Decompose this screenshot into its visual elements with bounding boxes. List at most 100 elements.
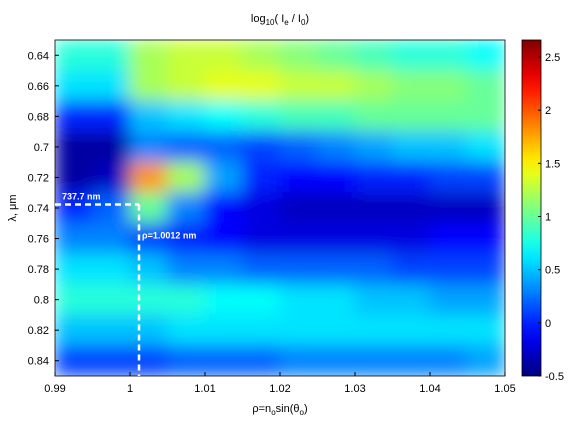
colorbar-tick-label: 0: [545, 318, 551, 330]
heat-cell: [317, 100, 356, 133]
colorbar-tick-label: 2: [545, 105, 551, 117]
heat-cell: [317, 222, 356, 255]
heat-cell: [279, 314, 318, 346]
heat-cell: [279, 344, 318, 376]
heat-cell: [129, 222, 168, 255]
heat-cell: [92, 192, 131, 224]
colorbar-tick-label: 1.5: [545, 158, 560, 170]
heat-cell: [92, 283, 131, 316]
heat-cell: [55, 283, 93, 316]
heat-cell: [204, 70, 243, 102]
chart-title-part: e: [284, 18, 289, 27]
colorbar-tick-label: 1: [545, 212, 551, 224]
heat-cell: [467, 253, 505, 285]
heat-cell: [317, 253, 356, 285]
y-tick-label: 0.72: [28, 172, 49, 184]
heat-cell: [167, 131, 206, 163]
heat-cell: [429, 70, 468, 102]
heat-cell: [129, 40, 168, 72]
heat-cell: [129, 283, 168, 316]
heat-cell: [279, 222, 318, 255]
heat-cell: [354, 253, 393, 285]
heatmap: [55, 40, 505, 376]
heat-cell: [429, 344, 468, 376]
heat-cell: [467, 192, 505, 224]
heat-cell: [354, 192, 393, 224]
heat-cell: [204, 253, 243, 285]
heat-cell: [204, 131, 243, 163]
axes: 0.99 1 1.01 1.02 1.03 1.04 1.05 0.64 0.66 0.68 0.7…: [7, 13, 564, 417]
heat-cell: [55, 40, 93, 72]
heat-cell: [354, 222, 393, 255]
heat-cell: [55, 344, 93, 376]
heat-cell: [279, 192, 318, 224]
heat-cell: [129, 253, 168, 285]
chart-title-part: 0: [301, 18, 306, 27]
heat-cell: [429, 253, 468, 285]
heat-cell: [429, 222, 468, 255]
x-tick-label: 1.02: [269, 383, 290, 395]
heat-cell: [467, 344, 505, 376]
heat-cell: [92, 131, 131, 163]
heat-cell: [167, 253, 206, 285]
heat-cell: [92, 161, 131, 194]
heat-cell: [92, 253, 131, 285]
heat-cell: [167, 344, 206, 376]
heat-cell: [167, 70, 206, 102]
y-tick-label: 0.74: [28, 203, 49, 215]
y-tick-label: 0.84: [28, 356, 49, 368]
heat-cell: [354, 314, 393, 346]
heat-cell: [317, 131, 356, 163]
heat-cell: [92, 100, 131, 133]
heat-cell: [317, 314, 356, 346]
heat-cell: [242, 100, 281, 133]
heat-cell: [354, 344, 393, 376]
heat-cell: [92, 344, 131, 376]
chart-title: log10( Ie / I0): [251, 13, 309, 27]
heat-cell: [167, 314, 206, 346]
heat-cell: [279, 253, 318, 285]
heat-cell: [129, 161, 168, 194]
chart-title-part: log: [251, 13, 266, 25]
heatmap-cells: [55, 40, 505, 376]
heat-cell: [354, 40, 393, 72]
x-tick-label: 1.01: [194, 383, 215, 395]
heat-cell: [392, 283, 431, 316]
heat-cell: [354, 131, 393, 163]
y-tick-label: 0.78: [28, 264, 49, 276]
heat-cell: [317, 70, 356, 102]
heat-cell: [242, 344, 281, 376]
heat-cell: [392, 161, 431, 194]
y-tick-label: 0.82: [28, 325, 49, 337]
annotation-label: 737.7 nm: [62, 191, 101, 201]
heat-cell: [392, 100, 431, 133]
heat-cell: [392, 70, 431, 102]
annotation-label: ρ=1.0012 nm: [142, 230, 196, 240]
heat-cell: [242, 161, 281, 194]
heat-cell: [279, 161, 318, 194]
heat-cell: [242, 70, 281, 102]
heat-cell: [279, 70, 318, 102]
colorbar: [521, 39, 542, 377]
heat-cell: [204, 314, 243, 346]
heat-cell: [129, 344, 168, 376]
heat-cell: [242, 253, 281, 285]
heat-cell: [167, 192, 206, 224]
x-axis-label-part: o: [299, 408, 304, 417]
heat-cell: [92, 40, 131, 72]
x-axis-label-part: ): [304, 403, 308, 415]
y-axis-label: λ, μm: [7, 194, 19, 221]
colorbar-tick-label: -0.5: [545, 371, 564, 383]
heat-cell: [55, 131, 93, 163]
heat-cell: [317, 161, 356, 194]
heat-cell: [167, 222, 206, 255]
x-tick-label: 1.04: [419, 383, 440, 395]
heat-cell: [317, 283, 356, 316]
heat-cell: [129, 192, 168, 224]
heat-cell: [242, 222, 281, 255]
x-tick-label: 0.99: [44, 383, 65, 395]
y-tick-label: 0.8: [34, 295, 49, 307]
heat-cell: [392, 222, 431, 255]
heat-cell: [129, 131, 168, 163]
